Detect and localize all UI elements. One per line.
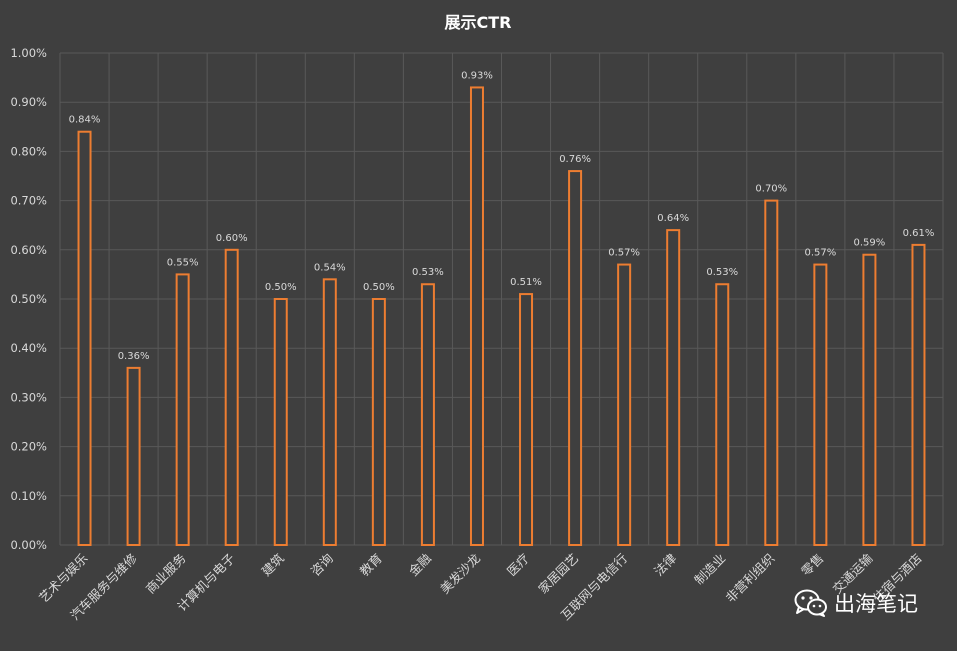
bar-4 <box>224 248 239 547</box>
y-tick-label: 0.00% <box>10 538 47 552</box>
y-tick-label: 0.20% <box>10 440 47 454</box>
x-tick-label: 建筑 <box>259 550 288 579</box>
y-tick-label: 0.70% <box>10 194 47 208</box>
y-tick-label: 0.10% <box>10 489 47 503</box>
bar-14 <box>715 283 730 546</box>
y-tick-label: 0.80% <box>10 144 47 158</box>
bar-10 <box>519 293 534 546</box>
wechat-icon <box>794 589 827 617</box>
x-tick-label: 制造业 <box>691 551 728 588</box>
data-label: 0.54% <box>314 262 346 273</box>
x-tick-label: 咨询 <box>308 551 336 579</box>
bar-12 <box>617 263 632 546</box>
bar-16 <box>813 263 828 546</box>
bar-9 <box>469 86 484 546</box>
bar-18 <box>911 243 926 546</box>
x-tick-label: 非营利组织 <box>723 551 778 606</box>
bar-6 <box>322 278 337 546</box>
y-tick-label: 0.90% <box>10 95 47 109</box>
data-label: 0.61% <box>903 228 935 239</box>
data-label: 0.76% <box>559 154 591 165</box>
data-label: 0.84% <box>69 115 101 126</box>
bar-8 <box>420 283 435 546</box>
bar-7 <box>371 298 386 546</box>
bars <box>77 86 926 547</box>
y-tick-label: 0.60% <box>10 243 47 257</box>
data-label: 0.60% <box>216 233 248 244</box>
y-tick-label: 1.00% <box>10 46 47 60</box>
bar-13 <box>666 229 681 546</box>
data-label: 0.53% <box>412 267 444 278</box>
x-tick-label: 家居园艺 <box>535 551 581 597</box>
data-label: 0.57% <box>608 248 640 259</box>
data-labels: 0.84% 0.36% 0.55% 0.60% 0.50% 0.54% 0.50% 0.53%… <box>69 70 935 361</box>
data-label: 0.50% <box>265 282 297 293</box>
data-label: 0.70% <box>755 184 787 195</box>
bar-15 <box>764 199 779 546</box>
watermark-text: 出海笔记 <box>834 592 918 616</box>
data-label: 0.50% <box>363 282 395 293</box>
data-label: 0.55% <box>167 257 199 268</box>
gridlines <box>59 52 944 546</box>
x-tick-label: 商业服务 <box>143 551 189 597</box>
bar-3 <box>175 273 190 546</box>
y-tick-label: 0.30% <box>10 390 47 404</box>
bar-5 <box>273 298 288 546</box>
watermark: 出海笔记 <box>794 588 918 618</box>
x-tick-label: 金融 <box>406 550 435 579</box>
y-tick-label: 0.50% <box>10 292 47 306</box>
data-label: 0.93% <box>461 70 493 81</box>
data-label: 0.53% <box>706 267 738 278</box>
y-axis-tick-labels: 0.00% 0.10% 0.20% 0.30% 0.40% 0.50% 0.60% 0.70%… <box>10 46 47 552</box>
x-tick-label: 医疗 <box>504 551 532 579</box>
data-label: 0.59% <box>854 238 886 249</box>
y-tick-label: 0.40% <box>10 341 47 355</box>
bar-1 <box>77 130 92 546</box>
data-label: 0.57% <box>804 248 836 259</box>
bar-2 <box>126 366 141 546</box>
chart-title: 展示CTR <box>445 13 512 32</box>
data-label: 0.51% <box>510 277 542 288</box>
x-tick-label: 法律 <box>651 551 679 579</box>
x-tick-label: 美发沙龙 <box>437 551 483 597</box>
bar-11 <box>568 170 583 547</box>
x-tick-label: 零售 <box>798 551 826 579</box>
data-label: 0.64% <box>657 213 689 224</box>
x-tick-label: 教育 <box>357 551 385 579</box>
bar-17 <box>862 253 877 546</box>
data-label: 0.36% <box>118 351 150 362</box>
